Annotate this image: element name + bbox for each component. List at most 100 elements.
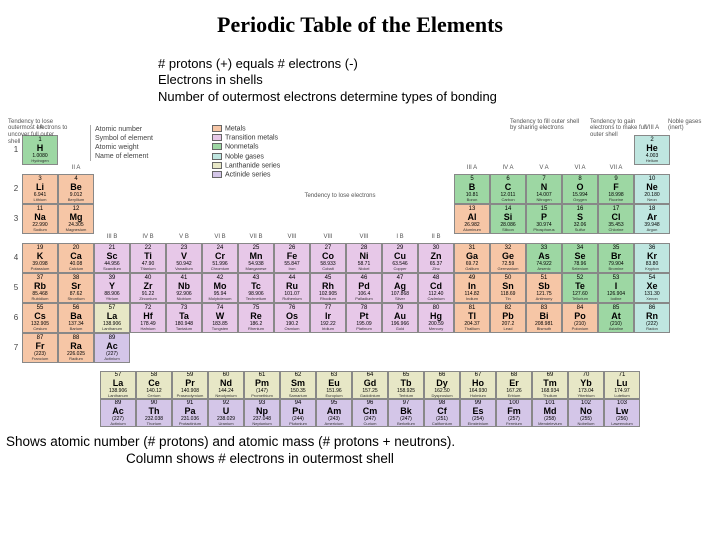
atomic-number: 62 xyxy=(295,372,302,378)
element-cell: 23V50.942Vanadium xyxy=(166,243,202,273)
key-line: Name of element xyxy=(95,152,153,161)
atomic-number: 35 xyxy=(613,245,620,251)
element-cell: 17Cl35.453Chlorine xyxy=(598,204,634,234)
element-name: Palladium xyxy=(355,297,373,301)
element-cell: 39Y88.906Yttrium xyxy=(94,273,130,303)
element-cell: 66Dy162.50Dysprosium xyxy=(424,371,460,399)
element-name: Antimony xyxy=(536,297,553,301)
element-cell: 32Ge72.59Germanium xyxy=(490,243,526,273)
atomic-number: 79 xyxy=(397,305,404,311)
element-cell: 79Au196.966Gold xyxy=(382,303,418,333)
element-symbol: Ra xyxy=(70,342,82,351)
element-symbol: V xyxy=(181,252,187,261)
table-gap xyxy=(130,333,670,363)
atomic-number: 25 xyxy=(253,245,260,251)
element-cell: 78Pt195.09Platinum xyxy=(346,303,382,333)
period-number: 2 xyxy=(10,174,22,204)
element-name: Potassium xyxy=(31,267,50,271)
key-line: Symbol of element xyxy=(95,134,153,143)
table-row: 537Rb85.468Rubidium38Sr87.62Strontium39Y… xyxy=(10,273,710,303)
page-title: Periodic Table of the Elements xyxy=(0,12,720,38)
element-name: Aluminum xyxy=(463,228,481,232)
atomic-number: 11 xyxy=(37,206,43,212)
element-name: Barium xyxy=(70,327,83,331)
element-symbol: Na xyxy=(34,213,46,222)
element-name: Magnesium xyxy=(66,228,87,232)
atomic-number: 57 xyxy=(109,305,116,311)
element-symbol: Cf xyxy=(437,407,447,416)
element-name: Curium xyxy=(364,422,377,426)
element-name: Hydrogen xyxy=(31,159,48,163)
atomic-number: 22 xyxy=(145,245,152,251)
element-symbol: Kr xyxy=(647,252,657,261)
element-symbol: Cl xyxy=(612,213,621,222)
element-name: Gadolinium xyxy=(360,394,380,398)
atomic-number: 53 xyxy=(613,275,620,281)
element-symbol: Tb xyxy=(401,379,412,388)
element-name: Xenon xyxy=(646,297,658,301)
element-symbol: Fr xyxy=(36,342,45,351)
element-cell: 97Bk(247)Berkelium xyxy=(388,399,424,427)
element-name: Tellurium xyxy=(572,297,588,301)
atomic-number: 13 xyxy=(469,206,476,212)
element-symbol: Ne xyxy=(646,183,658,192)
element-cell: 102No(255)Nobelium xyxy=(568,399,604,427)
element-cell: 11Na22.990Sodium xyxy=(22,204,58,234)
element-cell: 86Rn(222)Radon xyxy=(634,303,670,333)
atomic-number: 31 xyxy=(469,245,476,251)
element-symbol: Ba xyxy=(70,312,82,321)
element-symbol: Sm xyxy=(291,379,305,388)
period-number: 7 xyxy=(10,333,22,363)
table-gap xyxy=(22,234,94,243)
element-cell: 42Mo95.94Molybdenum xyxy=(202,273,238,303)
element-name: Rubidium xyxy=(32,297,49,301)
element-symbol: N xyxy=(541,183,548,192)
atomic-number: 33 xyxy=(541,245,548,251)
legend-swatch xyxy=(212,171,222,178)
element-name: Fluorine xyxy=(609,198,623,202)
element-name: Francium xyxy=(32,357,49,361)
element-symbol: Er xyxy=(509,379,519,388)
element-symbol: Y xyxy=(109,282,115,291)
element-name: Thorium xyxy=(147,422,162,426)
element-name: Neptunium xyxy=(252,422,271,426)
element-symbol: Os xyxy=(286,312,298,321)
atomic-number: 40 xyxy=(145,275,152,281)
atomic-number: 73 xyxy=(181,305,188,311)
group-header: IV A xyxy=(490,165,526,174)
element-symbol: Cu xyxy=(394,252,406,261)
element-name: Europium xyxy=(325,394,342,398)
atomic-number: 14 xyxy=(505,206,512,212)
element-cell: 101Md(258)Mendelevium xyxy=(532,399,568,427)
element-cell: 83Bi208.981Bismuth xyxy=(526,303,562,333)
element-cell: 13Al26.982Aluminum xyxy=(454,204,490,234)
element-symbol: In xyxy=(468,282,476,291)
element-cell: 24Cr51.996Chromium xyxy=(202,243,238,273)
element-cell: 27Co58.933Cobalt xyxy=(310,243,346,273)
footer: Shows atomic number (# protons) and atom… xyxy=(6,433,714,468)
atomic-number: 66 xyxy=(439,372,446,378)
atomic-number: 96 xyxy=(367,400,374,406)
element-cell: 14Si28.086Silicon xyxy=(490,204,526,234)
element-name: Calcium xyxy=(69,267,83,271)
element-name: Silver xyxy=(395,297,405,301)
atomic-number: 89 xyxy=(109,335,116,341)
legend-item: Nonmetals xyxy=(212,143,280,150)
side-note-noble: Noble gases (inert) xyxy=(668,119,708,132)
element-symbol: Po xyxy=(574,312,586,321)
atomic-number: 19 xyxy=(37,245,44,251)
element-cell: 26Fe55.847Iron xyxy=(274,243,310,273)
element-name: Lanthanum xyxy=(108,394,128,398)
element-name: Mercury xyxy=(429,327,443,331)
element-name: Praseodymium xyxy=(177,394,204,398)
atomic-number: 57 xyxy=(115,372,122,378)
element-cell: 62Sm150.35Samarium xyxy=(280,371,316,399)
element-cell: 22Ti47.90Titanium xyxy=(130,243,166,273)
element-cell: 44Ru101.07Ruthenium xyxy=(274,273,310,303)
element-cell: 35Br79.904Bromine xyxy=(598,243,634,273)
atomic-number: 84 xyxy=(577,305,584,311)
legend: MetalsTransition metalsNonmetalsNoble ga… xyxy=(212,125,280,179)
element-symbol: Cd xyxy=(430,282,442,291)
note-line: Electrons in shells xyxy=(158,72,720,88)
element-cell: 9F18.998Fluorine xyxy=(598,174,634,204)
